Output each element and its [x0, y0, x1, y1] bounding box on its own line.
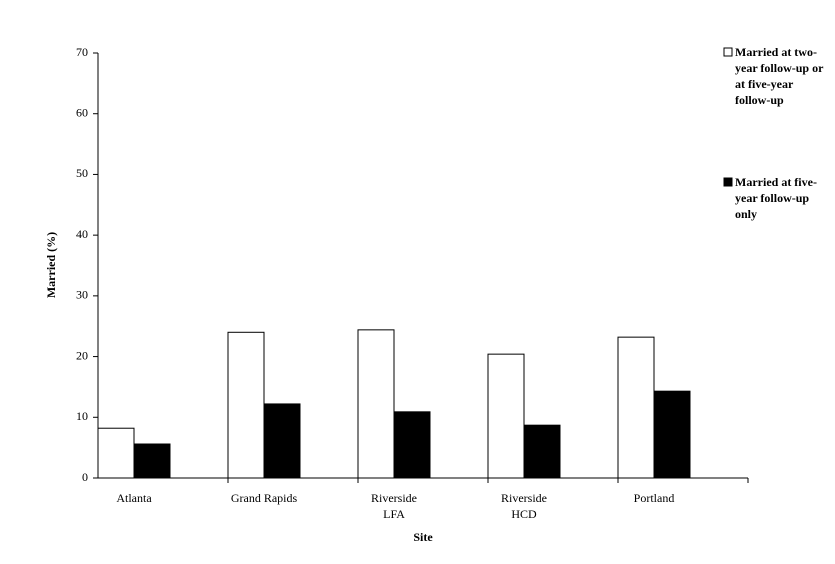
bar [617, 336, 655, 479]
y-tick-label: 50 [76, 166, 88, 180]
x-tick-label: Portland [633, 491, 675, 505]
bar [653, 390, 691, 479]
bar [393, 411, 431, 479]
bar [263, 403, 301, 479]
y-tick-label: 20 [76, 348, 88, 362]
legend-label: Married at two-year follow-up or at five… [735, 45, 824, 107]
x-axis-title: Site [413, 530, 433, 544]
y-tick-label: 60 [76, 105, 88, 119]
bar [357, 329, 395, 479]
legend-swatch [723, 177, 733, 187]
y-tick-label: 0 [82, 470, 88, 484]
y-tick-label: 40 [76, 227, 88, 241]
legend-swatch [723, 47, 733, 57]
legend-label: Married at five-year follow-up only [735, 175, 817, 221]
x-tick-label: Atlanta [116, 491, 152, 505]
bar [133, 443, 171, 479]
x-tick-label: Grand Rapids [230, 491, 298, 505]
y-tick-label: 70 [76, 45, 88, 59]
y-tick-label: 30 [76, 288, 88, 302]
y-axis-title: Married (%) [44, 232, 58, 298]
bar [487, 353, 525, 479]
x-tick-label: Riverside LFA [371, 491, 417, 521]
x-tick-label: Riverside HCD [501, 491, 547, 521]
bar [227, 331, 265, 479]
bar [523, 424, 561, 479]
bar [97, 427, 135, 479]
y-tick-label: 10 [76, 409, 88, 423]
